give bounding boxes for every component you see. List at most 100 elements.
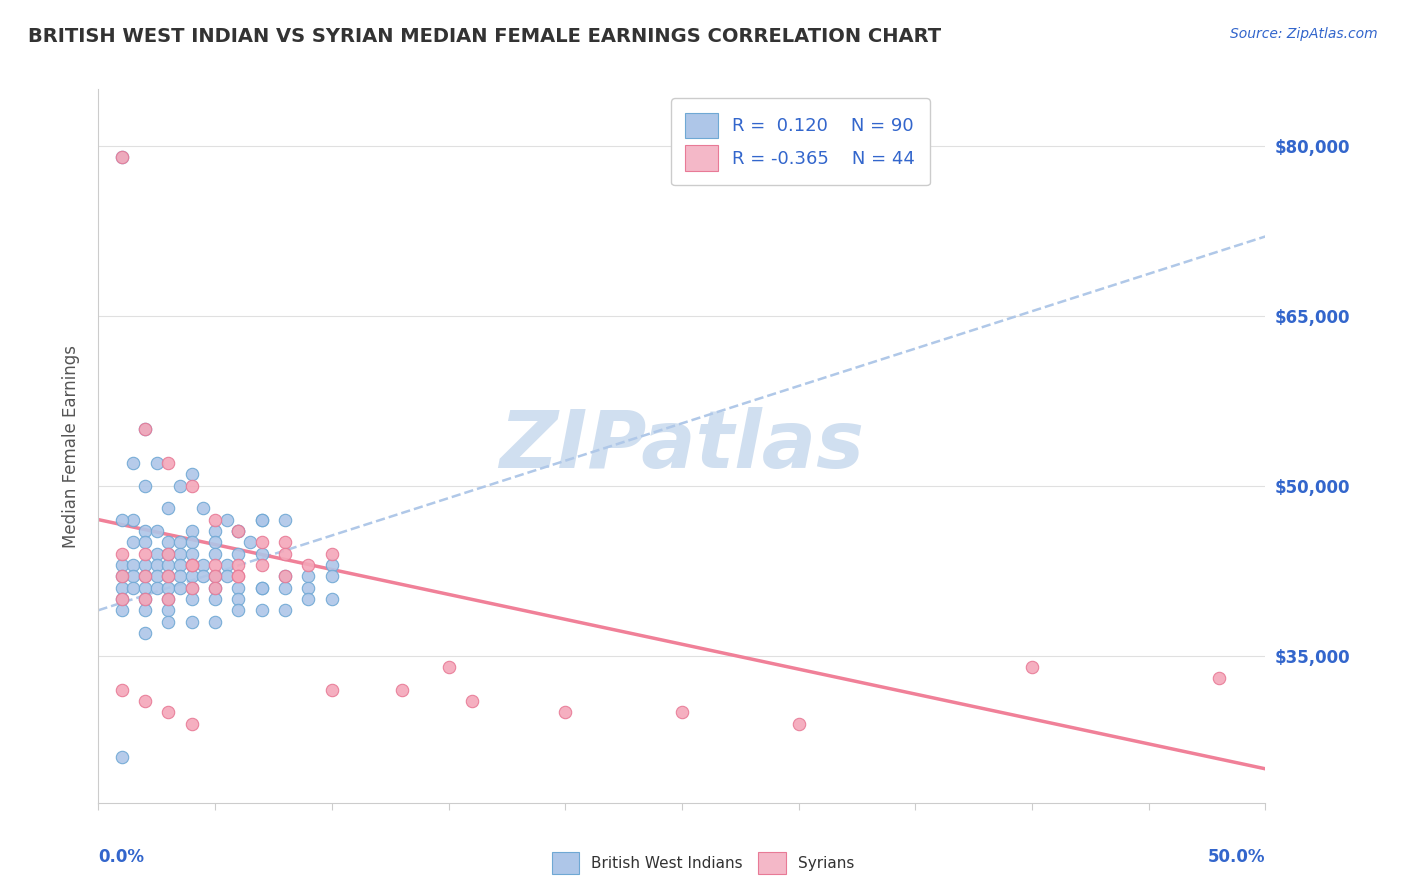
Point — [134, 581, 156, 595]
Point — [228, 524, 250, 538]
Point — [228, 524, 250, 538]
Point — [157, 501, 180, 516]
Point — [157, 581, 180, 595]
Point — [122, 535, 145, 549]
Point — [111, 558, 134, 572]
Point — [204, 569, 226, 583]
Point — [111, 603, 134, 617]
Point — [321, 682, 343, 697]
Point — [461, 694, 484, 708]
Point — [180, 569, 202, 583]
Point — [250, 581, 273, 595]
Point — [157, 615, 180, 629]
Text: Source: ZipAtlas.com: Source: ZipAtlas.com — [1230, 27, 1378, 41]
Point — [180, 524, 202, 538]
Point — [193, 501, 215, 516]
Point — [122, 569, 145, 583]
Point — [157, 547, 180, 561]
Point — [228, 558, 250, 572]
Point — [239, 535, 262, 549]
Point — [134, 569, 156, 583]
Point — [215, 513, 238, 527]
Point — [215, 569, 238, 583]
Point — [787, 716, 810, 731]
Point — [297, 569, 319, 583]
Point — [228, 547, 250, 561]
Legend: R =  0.120    N = 90, R = -0.365    N = 44: R = 0.120 N = 90, R = -0.365 N = 44 — [671, 98, 929, 186]
Point — [391, 682, 413, 697]
Point — [228, 569, 250, 583]
Point — [274, 547, 297, 561]
Point — [169, 581, 191, 595]
Point — [111, 569, 134, 583]
Point — [274, 581, 297, 595]
Point — [146, 547, 169, 561]
Point — [228, 524, 250, 538]
Point — [134, 558, 156, 572]
Point — [180, 558, 202, 572]
Point — [228, 581, 250, 595]
Point — [157, 569, 180, 583]
Point — [134, 478, 156, 492]
Point — [180, 558, 202, 572]
Point — [204, 569, 226, 583]
Point — [111, 581, 134, 595]
Point — [274, 603, 297, 617]
Point — [111, 750, 134, 764]
Point — [111, 150, 134, 164]
Point — [274, 569, 297, 583]
Point — [1208, 671, 1230, 685]
Point — [180, 615, 202, 629]
Point — [180, 581, 202, 595]
Point — [180, 547, 202, 561]
Point — [146, 456, 169, 470]
Point — [157, 591, 180, 606]
Text: 50.0%: 50.0% — [1208, 848, 1265, 866]
Text: BRITISH WEST INDIAN VS SYRIAN MEDIAN FEMALE EARNINGS CORRELATION CHART: BRITISH WEST INDIAN VS SYRIAN MEDIAN FEM… — [28, 27, 941, 45]
Point — [157, 547, 180, 561]
Point — [297, 591, 319, 606]
Point — [215, 558, 238, 572]
Point — [111, 513, 134, 527]
Point — [204, 591, 226, 606]
Point — [169, 535, 191, 549]
Point — [180, 467, 202, 482]
Point — [228, 603, 250, 617]
Point — [180, 591, 202, 606]
Point — [122, 558, 145, 572]
Point — [134, 603, 156, 617]
Point — [250, 558, 273, 572]
Text: 0.0%: 0.0% — [98, 848, 145, 866]
Text: ZIPatlas: ZIPatlas — [499, 407, 865, 485]
Point — [157, 558, 180, 572]
Point — [297, 558, 319, 572]
Point — [193, 569, 215, 583]
Point — [1021, 660, 1043, 674]
Point — [111, 591, 134, 606]
Point — [250, 547, 273, 561]
Point — [204, 535, 226, 549]
Point — [122, 513, 145, 527]
Point — [228, 569, 250, 583]
Point — [321, 558, 343, 572]
Point — [111, 569, 134, 583]
Point — [157, 591, 180, 606]
Point — [157, 603, 180, 617]
Point — [111, 682, 134, 697]
Point — [169, 547, 191, 561]
Point — [157, 569, 180, 583]
Point — [250, 535, 273, 549]
Point — [134, 591, 156, 606]
Point — [250, 581, 273, 595]
Point — [122, 456, 145, 470]
Point — [122, 581, 145, 595]
Point — [134, 422, 156, 436]
Legend: British West Indians, Syrians: British West Indians, Syrians — [546, 846, 860, 880]
Point — [134, 569, 156, 583]
Point — [169, 558, 191, 572]
Point — [228, 591, 250, 606]
Point — [204, 581, 226, 595]
Y-axis label: Median Female Earnings: Median Female Earnings — [62, 344, 80, 548]
Point — [146, 524, 169, 538]
Point — [250, 513, 273, 527]
